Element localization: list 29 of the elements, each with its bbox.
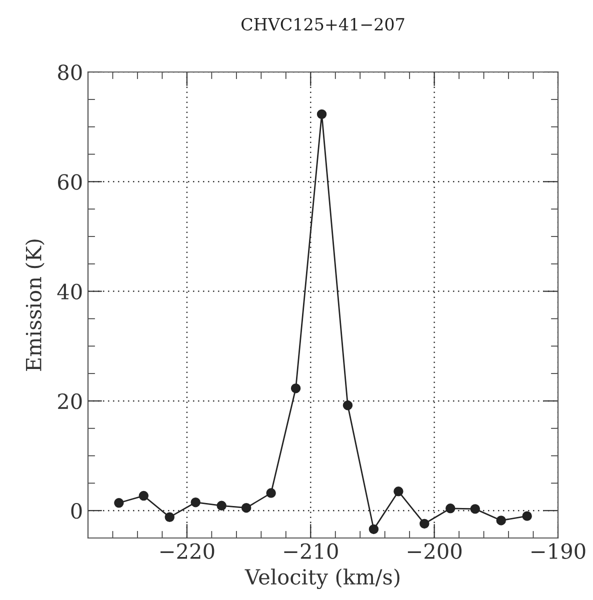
point bbox=[138, 490, 149, 501]
y-tick-label: 40 bbox=[57, 284, 82, 300]
x-tick-label: −190 bbox=[532, 543, 586, 559]
point bbox=[290, 383, 301, 394]
point bbox=[114, 498, 124, 508]
point bbox=[420, 518, 430, 529]
point bbox=[496, 516, 506, 526]
point bbox=[241, 502, 252, 513]
x-axis-title: Velocity (km/s) bbox=[244, 568, 400, 590]
x-tick-label: −220 bbox=[160, 543, 214, 559]
point bbox=[522, 511, 532, 521]
y-axis-title: Emission (K) bbox=[25, 240, 44, 371]
point bbox=[316, 109, 327, 120]
point bbox=[446, 504, 456, 514]
point bbox=[342, 400, 353, 410]
point bbox=[164, 512, 174, 522]
point bbox=[368, 524, 379, 534]
x-tick-label: −210 bbox=[284, 543, 338, 559]
y-tick-label: 80 bbox=[58, 64, 82, 80]
point bbox=[266, 488, 276, 498]
point bbox=[216, 500, 226, 511]
point bbox=[470, 504, 480, 514]
y-tick-label: 20 bbox=[58, 393, 82, 410]
chart-title: CHVC125+41−207 bbox=[242, 18, 404, 31]
y-tick-label: 60 bbox=[58, 174, 82, 190]
x-tick-label: −200 bbox=[408, 543, 462, 559]
y-tick-label: 0 bbox=[71, 503, 82, 519]
point bbox=[394, 486, 404, 496]
point bbox=[190, 498, 200, 508]
